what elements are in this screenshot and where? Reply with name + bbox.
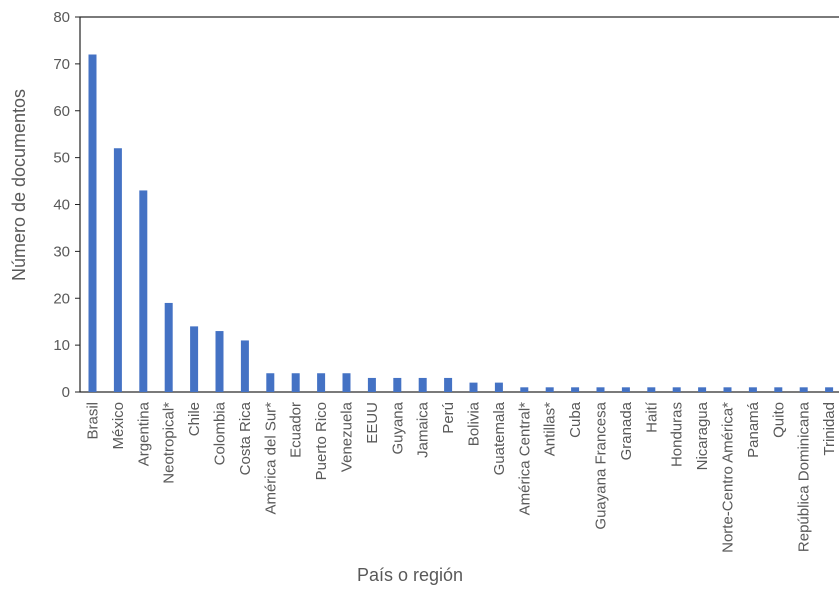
bar [723, 387, 732, 392]
bar [291, 373, 300, 392]
y-tick-label: 10 [53, 337, 70, 354]
x-tick-label: Norte-Centro América* [720, 402, 737, 553]
x-tick-label: Antillas* [542, 402, 559, 456]
x-tick-label: Panamá [745, 401, 762, 458]
bar [571, 387, 580, 392]
bar [342, 373, 351, 392]
x-tick-label: Brasil [85, 402, 102, 440]
bar [139, 190, 148, 392]
y-tick-label: 60 [53, 103, 70, 120]
y-axis-ticks: 0 10 20 30 40 50 60 70 80 [53, 9, 80, 401]
x-tick-label: Colombia [212, 401, 229, 465]
x-tick-label: Jamaica [415, 401, 432, 458]
x-axis-ticks: Brasil México Argentina Neotropical* Chile Co… [85, 401, 839, 553]
bars [88, 54, 834, 392]
bar [748, 387, 757, 392]
bar [621, 387, 630, 392]
x-tick-label: Guayana Francesa [593, 401, 610, 529]
x-tick-label: Haití [643, 401, 660, 433]
x-tick-label: Cuba [567, 401, 584, 438]
x-tick-label: Neotropical* [161, 402, 178, 484]
bar [647, 387, 656, 392]
x-tick-label: Perú [440, 402, 457, 434]
x-tick-label: Trinidad [821, 402, 838, 456]
bar [698, 387, 707, 392]
x-tick-label: República Dominicana [796, 401, 813, 552]
bar [469, 382, 478, 392]
x-tick-label: Guyana [389, 401, 406, 454]
y-tick-label: 0 [62, 384, 70, 401]
x-tick-label: Argentina [135, 401, 152, 466]
x-tick-label: Costa Rica [237, 401, 254, 475]
y-tick-label: 20 [53, 290, 70, 307]
bar [393, 377, 402, 392]
bar [520, 387, 529, 392]
bar [774, 387, 783, 392]
x-tick-label: América del Sur* [262, 402, 279, 515]
bar [494, 382, 503, 392]
x-tick-label: Guatemala [491, 401, 508, 475]
bar [215, 331, 224, 392]
y-tick-label: 50 [53, 150, 70, 167]
bar [88, 54, 97, 392]
x-tick-label: Bolivia [466, 401, 483, 446]
bar [190, 326, 199, 392]
bar [799, 387, 808, 392]
y-tick-label: 80 [53, 9, 70, 26]
x-tick-label: EEUU [364, 402, 381, 444]
bar [545, 387, 554, 392]
bar [240, 340, 249, 392]
bar [418, 377, 427, 392]
y-axis-title: Número de documentos [9, 89, 29, 281]
bar [596, 387, 605, 392]
x-tick-label: Nicaragua [694, 401, 711, 470]
bar [113, 148, 122, 392]
x-tick-label: Ecuador [288, 402, 305, 458]
bar [825, 387, 834, 392]
bar [164, 302, 173, 392]
x-tick-label: Puerto Rico [313, 402, 330, 480]
y-tick-label: 40 [53, 197, 70, 214]
bar [444, 377, 453, 392]
x-tick-label: Quito [770, 402, 787, 438]
bar [367, 377, 376, 392]
x-tick-label: Chile [186, 402, 203, 436]
x-tick-label: Honduras [669, 402, 686, 467]
x-tick-label: México [110, 402, 127, 450]
x-tick-label: Granada [618, 401, 635, 460]
bar [672, 387, 681, 392]
y-tick-label: 30 [53, 243, 70, 260]
y-tick-label: 70 [53, 56, 70, 73]
x-tick-label: América Central* [516, 402, 533, 516]
bar [317, 373, 326, 392]
x-axis-title: País o región [357, 565, 463, 585]
x-tick-label: Venezuela [339, 401, 356, 472]
bar [266, 373, 275, 392]
